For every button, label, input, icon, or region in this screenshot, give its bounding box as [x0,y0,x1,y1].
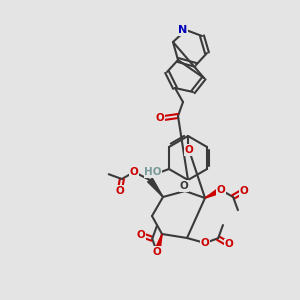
Text: O: O [201,238,209,248]
Text: O: O [153,247,161,257]
Text: N: N [178,25,188,35]
Polygon shape [148,178,163,197]
Text: O: O [116,186,124,196]
Text: O: O [239,186,248,196]
Text: O: O [180,181,188,191]
Text: HO: HO [144,167,162,177]
Text: O: O [224,239,233,249]
Text: O: O [136,230,145,240]
Text: O: O [130,167,138,177]
Text: O: O [217,185,225,195]
Text: O: O [156,113,164,123]
Polygon shape [205,187,222,198]
Polygon shape [154,234,162,253]
Text: O: O [184,145,194,155]
